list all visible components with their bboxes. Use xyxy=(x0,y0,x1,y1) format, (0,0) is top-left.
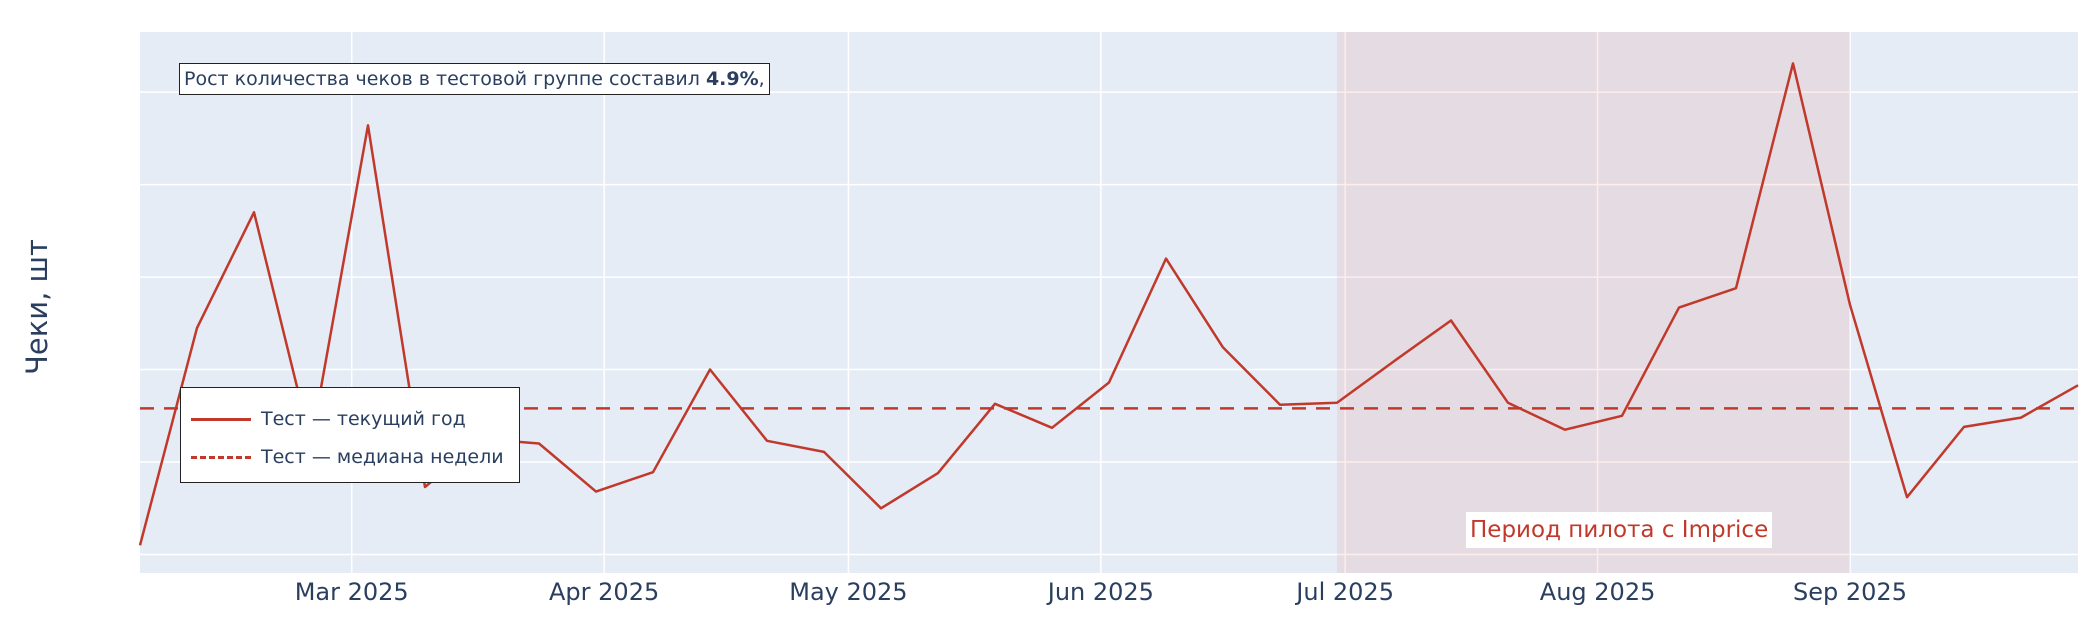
legend: Тест — текущий год Тест — медиана недели xyxy=(180,387,520,483)
x-tick-labels: Mar 2025 Apr 2025 May 2025 Jun 2025 Jul 2025… xyxy=(295,578,1907,606)
x-tick-label: Sep 2025 xyxy=(1793,578,1907,606)
x-tick-label: Aug 2025 xyxy=(1540,578,1656,606)
pilot-period-label: Период пилота с Imprice xyxy=(1466,512,1773,548)
legend-swatch-dashed xyxy=(191,455,251,459)
growth-annotation: Рост количества чеков в тестовой группе … xyxy=(179,63,770,95)
x-tick-label: May 2025 xyxy=(789,578,907,606)
legend-label: Тест — текущий год xyxy=(261,408,466,430)
pilot-shade-rect xyxy=(1337,32,1850,573)
annotation-prefix: Рост количества чеков в тестовой группе … xyxy=(184,68,706,90)
legend-swatch-solid xyxy=(191,417,251,421)
y-axis-label: Чеки, шт xyxy=(20,239,54,375)
legend-item-current-year[interactable]: Тест — текущий год xyxy=(191,404,466,434)
x-tick-label: Mar 2025 xyxy=(295,578,409,606)
x-tick-label: Jun 2025 xyxy=(1046,578,1154,606)
legend-item-weekly-median[interactable]: Тест — медиана недели xyxy=(191,442,504,472)
legend-label: Тест — медиана недели xyxy=(261,446,504,468)
x-tick-label: Jul 2025 xyxy=(1294,578,1394,606)
x-tick-label: Apr 2025 xyxy=(549,578,659,606)
annotation-value: 4.9% xyxy=(705,68,759,90)
pilot-period-shade xyxy=(1337,32,1850,573)
annotation-suffix: , xyxy=(758,68,765,90)
